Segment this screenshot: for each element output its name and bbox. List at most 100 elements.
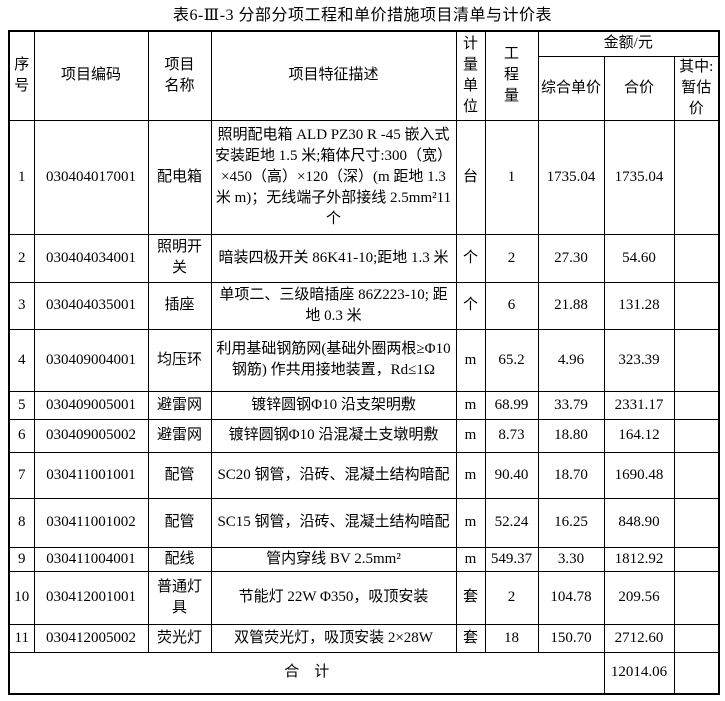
- cell-unit-price: 16.25: [537, 497, 605, 548]
- cell-seq: 9: [8, 546, 35, 572]
- cell-seq: 2: [8, 233, 35, 283]
- cell-total: 848.90: [603, 497, 675, 548]
- table-row: 4 030409004001 均压环 利用基础钢筋网(基础外圈两根≥Φ10 钢筋…: [8, 328, 720, 392]
- cell-unit: m: [455, 328, 486, 392]
- cell-code: 030404035001: [33, 281, 149, 330]
- cell-name: 照明开关: [147, 233, 212, 283]
- table-row: 6 030409005002 避雷网 镀锌圆钢Φ10 沿混凝土支墩明敷 m 8.…: [8, 418, 720, 453]
- cell-total: 1735.04: [603, 119, 675, 235]
- header-unit: 计量单位: [455, 30, 486, 121]
- table-row: 2 030404034001 照明开关 暗装四极开关 86K41-10;距地 1…: [8, 233, 720, 283]
- cell-quantity: 6: [484, 281, 539, 330]
- cell-feature: 镀锌圆钢Φ10 沿支架明敷: [210, 390, 457, 420]
- cell-unit-price: 150.70: [537, 623, 605, 653]
- header-name: 项目名称: [147, 30, 212, 121]
- cell-quantity: 2: [484, 233, 539, 283]
- cell-unit-price: 33.79: [537, 390, 605, 420]
- table-row: 11 030412005002 荧光灯 双管荧光灯，吸顶安装 2×28W 套 1…: [8, 623, 720, 653]
- cell-seq: 8: [8, 497, 35, 548]
- cell-total: 2331.17: [603, 390, 675, 420]
- table-row: 10 030412001001 普通灯具 节能灯 22W Φ350，吸顶安装 套…: [8, 570, 720, 625]
- cell-unit: 个: [455, 233, 486, 283]
- header-total-price: 合价: [603, 55, 675, 121]
- header-amount-group: 金额/元: [537, 30, 720, 57]
- cell-provisional: [673, 119, 720, 235]
- table-row: 5 030409005001 避雷网 镀锌圆钢Φ10 沿支架明敷 m 68.99…: [8, 390, 720, 420]
- cell-unit: 套: [455, 623, 486, 653]
- header-code: 项目编码: [33, 30, 149, 121]
- table-row: 7 030411001001 配管 SC20 钢管，沿砖、混凝土结构暗配 m 9…: [8, 451, 720, 499]
- cell-quantity: 18: [484, 623, 539, 653]
- cell-name: 避雷网: [147, 418, 212, 453]
- header-unit-price: 综合单价: [537, 55, 605, 121]
- bill-of-quantities-table: 序号 项目编码 项目名称 项目特征描述 计量单位 工程量 金额/元 综合单价 合…: [8, 30, 721, 695]
- cell-feature: 单项二、三级暗插座 86Z223-10; 距地 0.3 米: [210, 281, 457, 330]
- cell-unit-price: 3.30: [537, 546, 605, 572]
- cell-total: 209.56: [603, 570, 675, 625]
- cell-feature: 利用基础钢筋网(基础外圈两根≥Φ10 钢筋) 作共用接地装置，Rd≤1Ω: [210, 328, 457, 392]
- cell-total: 164.12: [603, 418, 675, 453]
- cell-feature: SC20 钢管，沿砖、混凝土结构暗配: [210, 451, 457, 499]
- cell-code: 030404034001: [33, 233, 149, 283]
- header-quantity-label: 工程量: [504, 46, 520, 105]
- cell-name: 配管: [147, 497, 212, 548]
- cell-feature: 管内穿线 BV 2.5mm²: [210, 546, 457, 572]
- cell-code: 030411001002: [33, 497, 149, 548]
- cell-feature: 节能灯 22W Φ350，吸顶安装: [210, 570, 457, 625]
- cell-unit-price: 21.88: [537, 281, 605, 330]
- cell-quantity: 2: [484, 570, 539, 625]
- cell-provisional: [673, 233, 720, 283]
- cell-unit: m: [455, 418, 486, 453]
- table-row: 9 030411004001 配线 管内穿线 BV 2.5mm² m 549.3…: [8, 546, 720, 572]
- header-row-2: 综合单价 合价 其中:暂估价: [9, 55, 720, 121]
- cell-seq: 10: [8, 570, 35, 625]
- cell-seq: 1: [8, 119, 35, 235]
- cell-total: 54.60: [603, 233, 675, 283]
- cell-unit: m: [455, 390, 486, 420]
- cell-unit: 个: [455, 281, 486, 330]
- total-provisional: [673, 651, 720, 695]
- cell-seq: 7: [8, 451, 35, 499]
- cell-provisional: [673, 623, 720, 653]
- cell-code: 030409005002: [33, 418, 149, 453]
- header-name-label: 项目名称: [164, 56, 195, 94]
- cell-name: 插座: [147, 281, 212, 330]
- cell-code: 030412005002: [33, 623, 149, 653]
- cell-provisional: [673, 451, 720, 499]
- cell-total: 1690.48: [603, 451, 675, 499]
- total-label: 合 计: [8, 651, 605, 695]
- cell-code: 030404017001: [33, 119, 149, 235]
- cell-total: 323.39: [603, 328, 675, 392]
- cell-feature: 双管荧光灯，吸顶安装 2×28W: [210, 623, 457, 653]
- cell-provisional: [673, 570, 720, 625]
- cell-name: 配管: [147, 451, 212, 499]
- cell-provisional: [673, 390, 720, 420]
- cell-total: 2712.60: [603, 623, 675, 653]
- table-row: 1 030404017001 配电箱 照明配电箱 ALD PZ30 R -45 …: [8, 119, 720, 235]
- cell-unit-price: 104.78: [537, 570, 605, 625]
- cell-name: 避雷网: [147, 390, 212, 420]
- table-row: 8 030411001002 配管 SC15 钢管，沿砖、混凝土结构暗配 m 5…: [8, 497, 720, 548]
- cell-name: 配电箱: [147, 119, 212, 235]
- cell-provisional: [673, 546, 720, 572]
- page-title: 表6-Ⅲ-3 分部分项工程和单价措施项目清单与计价表: [172, 7, 553, 24]
- cell-seq: 11: [8, 623, 35, 653]
- cell-seq: 5: [8, 390, 35, 420]
- cell-unit: m: [455, 497, 486, 548]
- header-quantity: 工程量: [484, 30, 539, 121]
- cell-provisional: [673, 281, 720, 330]
- cell-name: 普通灯具: [147, 570, 212, 625]
- header-row-1: 序号 项目编码 项目名称 项目特征描述 计量单位 工程量 金额/元: [8, 30, 720, 121]
- cell-quantity: 549.37: [484, 546, 539, 572]
- header-unit-label: 计量单位: [463, 35, 479, 115]
- cell-unit-price: 18.80: [537, 418, 605, 453]
- cell-unit: m: [455, 451, 486, 499]
- total-amount: 12014.06: [603, 651, 675, 695]
- cell-unit-price: 1735.04: [537, 119, 605, 235]
- table-row: 3 030404035001 插座 单项二、三级暗插座 86Z223-10; 距…: [8, 281, 720, 330]
- cell-feature: SC15 钢管，沿砖、混凝土结构暗配: [210, 497, 457, 548]
- cell-unit-price: 18.70: [537, 451, 605, 499]
- cell-seq: 4: [8, 328, 35, 392]
- header-seq: 序号: [8, 30, 35, 121]
- cell-quantity: 8.73: [484, 418, 539, 453]
